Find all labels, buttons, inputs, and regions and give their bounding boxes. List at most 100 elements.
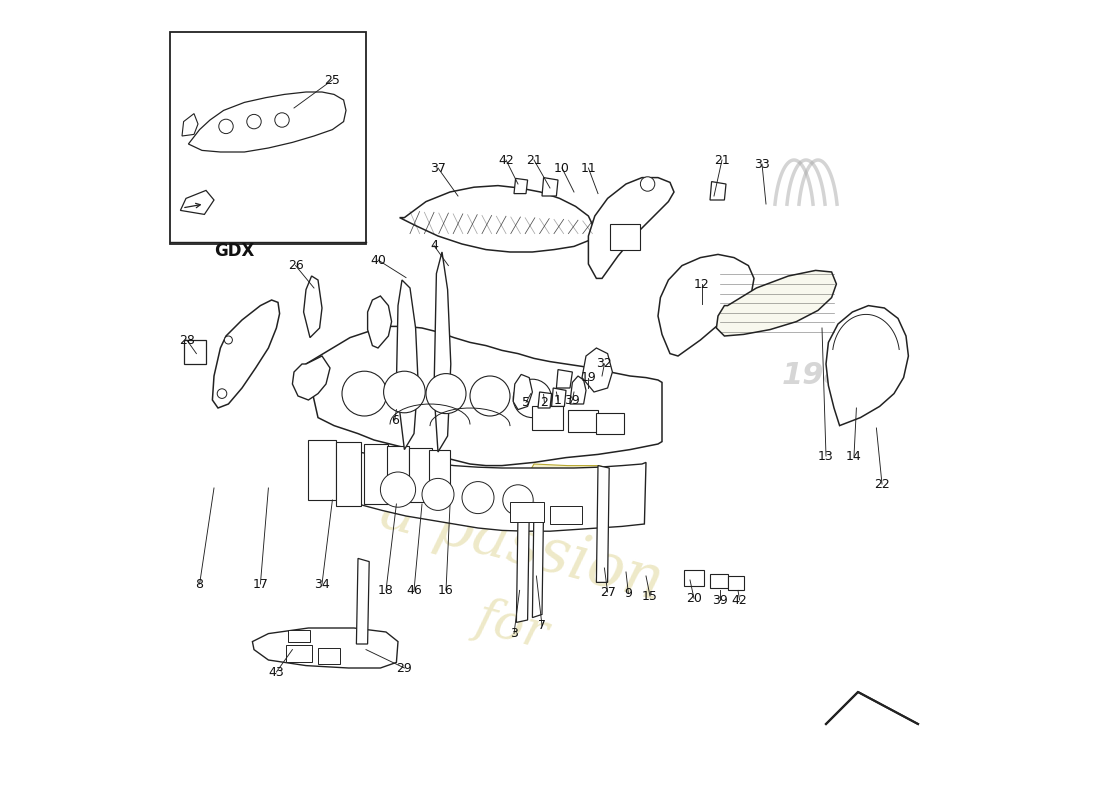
Text: 42: 42 (732, 594, 748, 606)
Text: 18: 18 (378, 584, 394, 597)
Polygon shape (396, 280, 418, 450)
Text: 1985: 1985 (782, 361, 867, 390)
Circle shape (246, 114, 261, 129)
Polygon shape (551, 388, 566, 406)
Text: 20: 20 (686, 592, 702, 605)
Circle shape (640, 177, 654, 191)
Bar (568, 410, 598, 432)
Polygon shape (367, 296, 392, 348)
Text: 2: 2 (540, 396, 548, 409)
Text: 32: 32 (596, 358, 613, 370)
Polygon shape (514, 374, 532, 410)
Polygon shape (514, 178, 528, 194)
Polygon shape (306, 326, 662, 466)
Text: 10: 10 (554, 162, 570, 174)
Polygon shape (336, 442, 361, 506)
Bar (727, 576, 744, 590)
Polygon shape (502, 464, 609, 524)
Polygon shape (570, 376, 586, 404)
Polygon shape (516, 514, 529, 622)
Polygon shape (252, 628, 398, 668)
Text: 15: 15 (642, 590, 658, 602)
Polygon shape (710, 182, 726, 200)
Polygon shape (596, 466, 609, 582)
Bar (286, 645, 311, 662)
Polygon shape (212, 300, 279, 408)
Bar (596, 413, 625, 434)
Circle shape (342, 371, 387, 416)
Text: 21: 21 (714, 154, 730, 166)
Text: 16: 16 (438, 584, 454, 597)
Bar (550, 506, 582, 524)
Bar (710, 574, 727, 588)
Circle shape (514, 379, 551, 418)
Circle shape (426, 374, 466, 414)
Text: 7: 7 (538, 619, 546, 632)
Circle shape (384, 371, 426, 413)
Text: 26: 26 (288, 259, 304, 272)
Circle shape (422, 478, 454, 510)
Bar (318, 648, 340, 664)
Polygon shape (542, 178, 558, 196)
Text: 1: 1 (554, 394, 562, 406)
Text: 37: 37 (430, 162, 446, 174)
Circle shape (275, 113, 289, 127)
Text: 29: 29 (396, 662, 412, 674)
Bar (610, 224, 640, 250)
Text: 28: 28 (179, 334, 195, 346)
Polygon shape (409, 448, 431, 502)
Text: a passion: a passion (374, 480, 670, 613)
Text: GDX: GDX (213, 242, 254, 259)
Text: 8: 8 (196, 578, 204, 590)
Circle shape (470, 376, 510, 416)
Polygon shape (182, 114, 198, 136)
Text: 14: 14 (846, 450, 862, 462)
Polygon shape (716, 270, 836, 336)
Bar (170, 32, 366, 244)
Text: 43: 43 (268, 666, 284, 678)
Bar (184, 340, 206, 364)
Text: 5: 5 (522, 396, 530, 409)
Text: 42: 42 (498, 154, 514, 166)
Bar (684, 570, 704, 586)
Text: 13: 13 (818, 450, 834, 462)
Polygon shape (434, 252, 451, 452)
Polygon shape (826, 306, 909, 426)
Text: 39: 39 (712, 594, 727, 606)
Text: 3: 3 (510, 627, 518, 640)
Polygon shape (180, 190, 214, 214)
Polygon shape (429, 450, 450, 504)
Text: 6: 6 (390, 414, 398, 426)
Bar (532, 406, 563, 430)
Circle shape (381, 472, 416, 507)
Text: 27: 27 (600, 586, 616, 598)
Circle shape (219, 119, 233, 134)
Circle shape (462, 482, 494, 514)
Circle shape (503, 485, 534, 515)
Text: 9: 9 (625, 587, 632, 600)
Polygon shape (364, 444, 387, 504)
Bar (287, 630, 310, 642)
Bar (510, 502, 543, 522)
Polygon shape (658, 254, 754, 356)
Polygon shape (308, 440, 337, 500)
Text: for: for (470, 593, 553, 659)
Polygon shape (588, 178, 674, 278)
Text: 17: 17 (253, 578, 268, 590)
Text: 12: 12 (694, 278, 710, 290)
Polygon shape (532, 502, 543, 618)
Text: 39: 39 (564, 394, 581, 406)
Polygon shape (582, 348, 613, 392)
Text: 4: 4 (430, 239, 438, 252)
Polygon shape (293, 356, 330, 400)
Text: 19: 19 (581, 371, 596, 384)
Text: 25: 25 (324, 74, 340, 86)
Text: 40: 40 (370, 254, 386, 266)
Polygon shape (188, 92, 346, 152)
Text: 34: 34 (315, 578, 330, 590)
Polygon shape (338, 448, 646, 531)
Text: 46: 46 (406, 584, 422, 597)
Polygon shape (826, 692, 918, 724)
Text: 22: 22 (874, 478, 890, 490)
Polygon shape (304, 276, 322, 338)
